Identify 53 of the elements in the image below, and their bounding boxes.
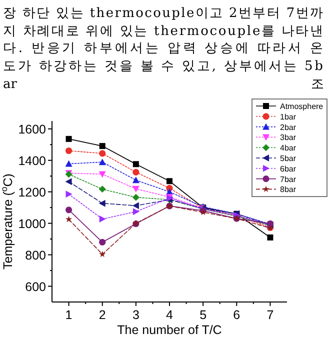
point xyxy=(65,178,72,186)
point xyxy=(132,194,140,201)
point xyxy=(99,238,106,246)
point xyxy=(65,160,72,167)
legend-label: Atmosphere xyxy=(280,102,324,111)
point xyxy=(132,202,139,210)
legend-label: 8bar xyxy=(280,185,296,194)
point xyxy=(98,200,106,207)
point xyxy=(99,143,106,150)
point xyxy=(132,208,140,216)
legend-label: 4bar xyxy=(280,144,296,153)
x-axis-title: The number of T/C xyxy=(117,323,222,337)
x-tick-label: 1 xyxy=(65,308,72,322)
point xyxy=(132,186,140,192)
text: 다. 반응기 하부에서는 압력 상승에 따라서 온 xyxy=(3,41,323,56)
point xyxy=(65,147,72,154)
point xyxy=(132,161,139,168)
point xyxy=(99,216,106,223)
text: ar xyxy=(3,77,18,92)
text: 조 xyxy=(311,77,324,92)
legend-label: 6bar xyxy=(280,164,296,174)
point xyxy=(98,186,106,193)
x-tick-label: 5 xyxy=(200,308,207,322)
text: 지 차례대로 위에 있는 thermocouple를 나타낸 xyxy=(3,24,323,39)
y-tick-label: 1200 xyxy=(18,185,46,200)
point xyxy=(99,150,106,157)
text: 장 하단 있는 thermocouple이고 2번부터 7번까 xyxy=(3,6,323,21)
y-tick-label: 1000 xyxy=(18,216,46,231)
point xyxy=(65,206,72,214)
point xyxy=(66,190,72,198)
legend-label: 2bar xyxy=(280,122,296,132)
y-tick-label: 1400 xyxy=(18,154,46,168)
point xyxy=(98,158,106,166)
legend-label: 5bar xyxy=(280,154,296,163)
point xyxy=(267,234,274,240)
legend-label: 3bar xyxy=(280,133,296,142)
x-tick-label: 4 xyxy=(166,308,174,322)
x-tick-label: 2 xyxy=(98,308,106,322)
x-tick-label: 6 xyxy=(233,308,240,322)
x-tick-label: 3 xyxy=(132,308,140,322)
point xyxy=(66,136,72,142)
point xyxy=(99,250,106,258)
x-tick-label: 7 xyxy=(266,308,274,322)
point xyxy=(166,178,172,184)
y-tick-label: 600 xyxy=(25,280,46,294)
point xyxy=(98,171,106,178)
text: 도가 하강하는 것을 볼 수 있고, 상부에서는 5b xyxy=(3,59,323,74)
point xyxy=(132,176,140,184)
y-tick-label: 800 xyxy=(25,248,46,262)
legend-label: 1bar xyxy=(280,112,296,122)
legend-label: 7bar xyxy=(280,174,296,184)
point xyxy=(132,168,140,176)
y-tick-label: 1600 xyxy=(18,122,46,136)
